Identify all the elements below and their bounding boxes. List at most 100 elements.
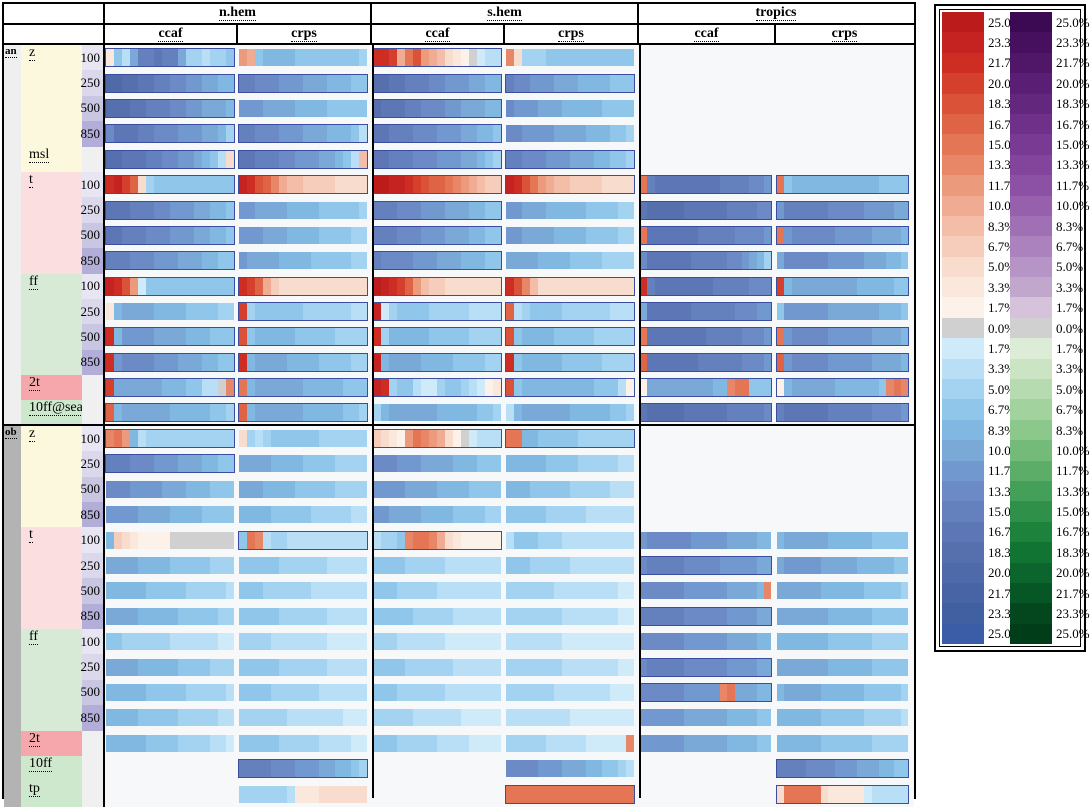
score-cell[interactable] (705, 582, 713, 600)
score-cell[interactable] (178, 277, 186, 295)
score-cell[interactable] (626, 353, 634, 371)
score-cell[interactable] (734, 252, 742, 270)
score-block[interactable] (105, 578, 238, 603)
score-cell[interactable] (741, 201, 750, 219)
score-block[interactable] (105, 756, 238, 781)
score-cell[interactable] (202, 683, 210, 701)
score-cell[interactable] (239, 150, 247, 168)
score-cell[interactable] (311, 252, 319, 270)
score-cell[interactable] (154, 226, 162, 244)
score-cell[interactable] (586, 176, 594, 194)
score-cell[interactable] (893, 607, 901, 625)
score-cell[interactable] (319, 633, 327, 651)
score-cell[interactable] (178, 252, 186, 270)
score-cell[interactable] (311, 277, 319, 295)
score-cell[interactable] (893, 658, 901, 676)
score-cell[interactable] (763, 709, 772, 727)
score-cell[interactable] (626, 734, 634, 752)
score-cell[interactable] (849, 176, 858, 194)
score-block[interactable] (776, 705, 913, 730)
score-cell[interactable] (279, 709, 287, 727)
score-cell[interactable] (784, 226, 792, 244)
score-cell[interactable] (178, 176, 186, 194)
score-cell[interactable] (389, 74, 397, 92)
score-cell[interactable] (586, 785, 594, 803)
score-cell[interactable] (602, 125, 610, 143)
score-cell[interactable] (602, 353, 610, 371)
score-cell[interactable] (343, 683, 351, 701)
score-cell[interactable] (749, 252, 757, 270)
score-strip[interactable] (506, 633, 634, 651)
score-cell[interactable] (421, 734, 429, 752)
score-cell[interactable] (806, 176, 814, 194)
score-cell[interactable] (594, 125, 602, 143)
score-cell[interactable] (506, 531, 514, 549)
score-cell[interactable] (311, 176, 319, 194)
score-cell[interactable] (562, 557, 570, 574)
score-cell[interactable] (835, 379, 843, 397)
score-cell[interactable] (247, 226, 255, 244)
score-cell[interactable] (210, 480, 218, 498)
score-cell[interactable] (647, 277, 655, 295)
score-cell[interactable] (170, 633, 178, 651)
score-cell[interactable] (351, 506, 359, 524)
score-cell[interactable] (857, 658, 865, 676)
score-cell[interactable] (578, 582, 586, 600)
score-cell[interactable] (263, 74, 271, 92)
score-cell[interactable] (319, 734, 327, 752)
score-block[interactable] (505, 172, 639, 197)
score-cell[interactable] (186, 150, 194, 168)
score-cell[interactable] (413, 403, 421, 421)
score-cell[interactable] (106, 176, 114, 194)
score-cell[interactable] (445, 49, 453, 67)
score-cell[interactable] (327, 506, 335, 524)
score-cell[interactable] (287, 303, 295, 321)
score-block[interactable] (372, 96, 505, 121)
score-cell[interactable] (820, 252, 828, 270)
score-cell[interactable] (763, 403, 772, 421)
score-cell[interactable] (469, 176, 477, 194)
score-cell[interactable] (522, 430, 530, 448)
score-cell[interactable] (720, 734, 728, 752)
score-cell[interactable] (594, 176, 602, 194)
score-cell[interactable] (798, 303, 807, 321)
score-cell[interactable] (226, 582, 234, 600)
score-cell[interactable] (263, 734, 271, 752)
score-cell[interactable] (602, 582, 610, 600)
score-cell[interactable] (287, 379, 295, 397)
score-cell[interactable] (130, 176, 138, 194)
score-cell[interactable] (570, 328, 578, 346)
score-cell[interactable] (514, 582, 522, 600)
score-cell[interactable] (469, 658, 477, 676)
score-cell[interactable] (138, 303, 146, 321)
score-cell[interactable] (373, 455, 381, 473)
score-cell[interactable] (351, 125, 359, 143)
score-cell[interactable] (202, 176, 210, 194)
score-cell[interactable] (857, 201, 865, 219)
score-cell[interactable] (594, 557, 602, 574)
score-cell[interactable] (319, 277, 327, 295)
score-cell[interactable] (878, 582, 887, 600)
score-cell[interactable] (319, 658, 327, 676)
score-cell[interactable] (303, 150, 311, 168)
score-cell[interactable] (506, 506, 514, 524)
score-cell[interactable] (461, 582, 469, 600)
score-cell[interactable] (279, 557, 287, 574)
score-block[interactable] (372, 299, 505, 324)
score-cell[interactable] (429, 74, 437, 92)
score-cell[interactable] (381, 74, 389, 92)
score-cell[interactable] (178, 709, 186, 727)
score-cell[interactable] (749, 303, 757, 321)
score-cell[interactable] (287, 607, 295, 625)
score-cell[interactable] (827, 277, 836, 295)
score-cell[interactable] (279, 734, 287, 752)
score-cell[interactable] (530, 379, 538, 397)
score-cell[interactable] (453, 683, 461, 701)
score-cell[interactable] (506, 201, 514, 219)
score-cell[interactable] (469, 633, 477, 651)
score-cell[interactable] (562, 150, 570, 168)
score-cell[interactable] (784, 201, 792, 219)
score-cell[interactable] (546, 353, 554, 371)
score-strip[interactable] (105, 200, 235, 220)
score-cell[interactable] (669, 531, 677, 549)
